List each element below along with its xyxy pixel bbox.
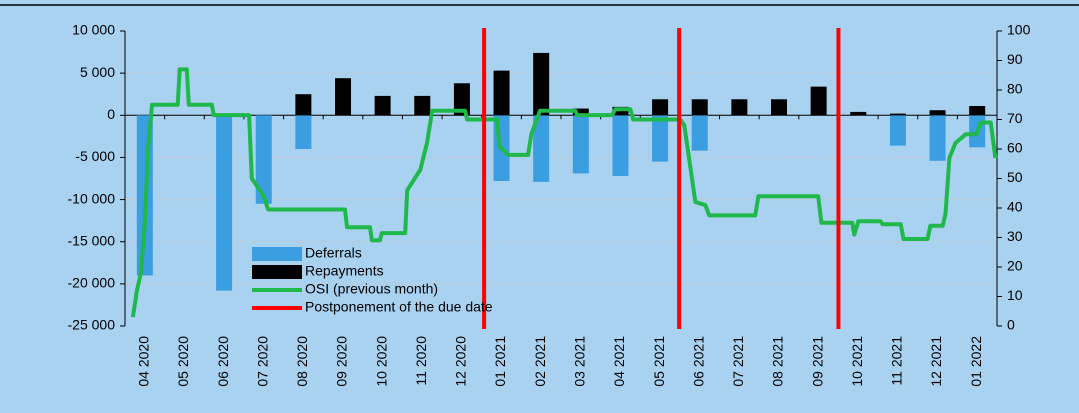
bar — [969, 106, 986, 116]
bar — [572, 108, 589, 116]
bar — [295, 94, 312, 116]
x-tick-label: 07 2020 — [254, 336, 270, 387]
y2-tick-label: 60 — [1007, 140, 1023, 156]
bar — [335, 78, 351, 116]
y-tick-label: 0 — [107, 106, 115, 122]
legend-label: OSI (previous month) — [305, 281, 438, 297]
bar — [810, 86, 827, 116]
osi-line — [130, 67, 998, 318]
y2-tick-label: 70 — [1007, 110, 1023, 126]
y-tick-label: -5 000 — [75, 148, 115, 164]
bar — [216, 115, 233, 291]
y2-tick-label: 80 — [1007, 81, 1023, 97]
bar — [533, 115, 550, 182]
x-tick-label: 05 2020 — [175, 336, 191, 387]
y2-tick-label: 0 — [1007, 317, 1015, 333]
bar — [731, 99, 748, 116]
x-tick-label: 12 2021 — [928, 336, 944, 387]
legend-label: Repayments — [305, 263, 384, 279]
x-tick-label: 09 2020 — [334, 336, 350, 387]
x-tick-label: 11 2021 — [889, 336, 905, 386]
y-tick-label: -25 000 — [68, 317, 116, 333]
bar — [652, 115, 669, 162]
x-tick-label: 04 2021 — [611, 336, 627, 387]
bar — [929, 110, 946, 116]
x-tick-label: 03 2021 — [572, 336, 588, 387]
y2-tick-label: 90 — [1007, 51, 1023, 67]
bar — [572, 115, 589, 174]
y2-tick-label: 40 — [1007, 199, 1023, 215]
bar — [255, 115, 272, 204]
x-tick-label: 06 2020 — [215, 336, 231, 387]
y-tick-label: -20 000 — [68, 275, 116, 291]
legend-swatch — [252, 247, 302, 261]
x-tick-label: 08 2020 — [294, 336, 310, 387]
legend: Deferrals Repayments OSI (previous month) P… — [252, 245, 493, 315]
y2-tick-label: 20 — [1007, 258, 1023, 274]
x-tick-label: 05 2021 — [651, 336, 667, 387]
x-tick-label: 12 2020 — [453, 336, 469, 387]
x-tick-label: 07 2021 — [730, 336, 746, 387]
bar — [533, 52, 550, 116]
x-tick-label: 08 2021 — [770, 336, 786, 387]
bar — [929, 115, 946, 161]
y-tick-label: -10 000 — [68, 190, 116, 206]
legend-label: Deferrals — [305, 245, 362, 261]
x-tick-label: 10 2020 — [373, 336, 389, 387]
y-tick-label: -15 000 — [68, 232, 116, 248]
x-tick-label: 02 2021 — [532, 336, 548, 387]
bar — [612, 115, 629, 176]
x-tick-label: 01 2021 — [492, 336, 508, 387]
y-tick-label: 10 000 — [72, 22, 115, 38]
bar — [889, 113, 906, 116]
x-tick-label: 09 2021 — [809, 336, 825, 387]
bar — [691, 99, 708, 116]
bar — [691, 115, 708, 151]
bar — [453, 83, 470, 116]
y2-tick-label: 30 — [1007, 228, 1023, 244]
y2-tick-label: 100 — [1007, 22, 1031, 38]
bar — [652, 99, 669, 116]
x-tick-label: 01 2022 — [968, 336, 984, 387]
bar — [374, 95, 391, 116]
legend-label: Postponement of the due date — [305, 299, 493, 315]
x-tick-label: 11 2020 — [413, 336, 429, 386]
bar — [850, 111, 867, 116]
x-tick-label: 10 2021 — [849, 336, 865, 387]
y-tick-label: 5 000 — [80, 64, 115, 80]
x-tick-label: 06 2021 — [690, 336, 706, 387]
legend-swatch — [252, 265, 302, 279]
y2-tick-label: 10 — [1007, 287, 1023, 303]
bar — [493, 70, 510, 116]
bar — [414, 95, 431, 116]
y2-tick-label: 50 — [1007, 169, 1023, 185]
bar — [889, 115, 906, 146]
bar — [771, 99, 787, 116]
bar — [295, 115, 312, 149]
x-tick-label: 04 2020 — [136, 336, 152, 387]
